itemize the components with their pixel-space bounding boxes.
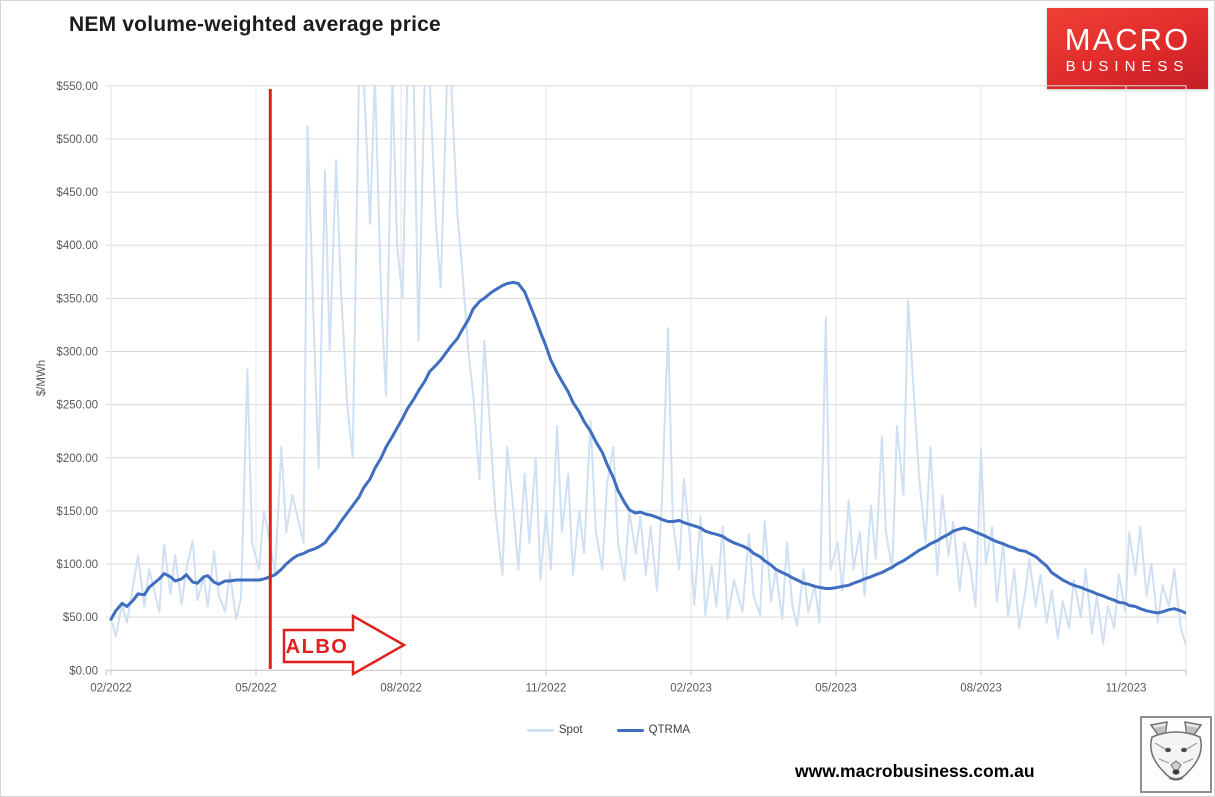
y-axis-title: $/MWh [36,360,48,396]
spot-line [110,85,1186,645]
chart-title: NEM volume-weighted average price [69,13,441,36]
legend-label: QTRMA [648,724,691,736]
x-axis-tick-label: 02/2023 [670,682,712,694]
albo-arrow [282,613,407,677]
legend-swatch [616,728,644,732]
gridlines [106,85,1187,671]
y-axis-tick-label: $150.00 [56,506,98,518]
footer-website: www.macrobusiness.com.au [795,761,1035,781]
logo-text-business: BUSINESS [1065,57,1190,75]
x-axis-tick-label: 08/2023 [960,682,1002,694]
y-axis-tick-label: $100.00 [56,559,98,571]
y-axis-tick-label: $500.00 [56,134,98,146]
y-axis-tick-label: $0.00 [69,665,98,677]
x-axis-tick-label: 05/2022 [235,682,277,694]
y-axis-tick-label: $450.00 [56,187,98,199]
x-axis-tick-label: 08/2022 [380,682,422,694]
x-axis-tick-label: 05/2023 [815,682,857,694]
y-axis-tick-label: $200.00 [56,453,98,465]
y-axis-tick-label: $550.00 [56,81,98,93]
y-axis-tick-label: $50.00 [63,612,98,624]
y-axis-tick-label: $400.00 [56,240,98,252]
fox-icon [1149,721,1203,781]
y-axis-tick-label: $250.00 [56,400,98,412]
legend-item-spot: Spot [526,724,583,736]
x-axis-tick-label: 11/2022 [526,682,567,694]
legend-item-qtrma: QTRMA [616,724,691,736]
logo-text-macro: MACRO [1064,21,1191,57]
legend: Spot QTRMA [1,724,1214,736]
macrobusiness-logo: MACRO BUSINESS [1047,8,1208,89]
legend-label: Spot [558,724,583,736]
x-axis-tick-label: 11/2023 [1106,682,1147,694]
y-axis-tick-label: $300.00 [56,346,98,358]
legend-swatch [526,728,554,732]
y-axis-tick-label: $350.00 [56,293,98,305]
axis-labels: $0.00 $50.00 $100.00 $150.00 $200.00 $250.00 $… [56,81,1187,694]
fox-logo [1140,716,1212,793]
albo-arrow-label: ALBO [286,636,349,658]
x-axis-tick-label: 02/2022 [90,682,132,694]
qtrma-line [109,280,1186,621]
